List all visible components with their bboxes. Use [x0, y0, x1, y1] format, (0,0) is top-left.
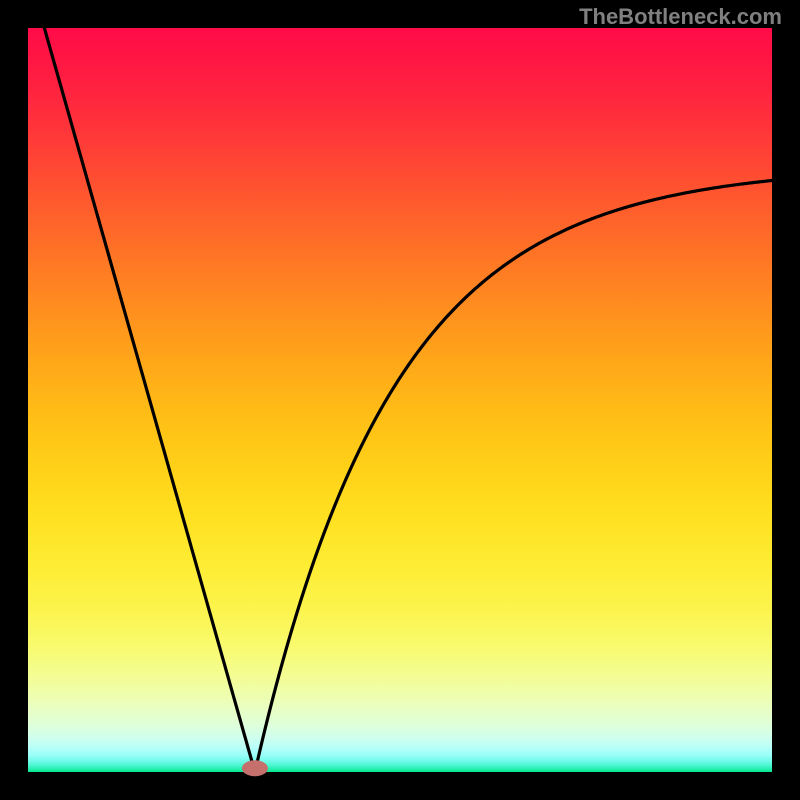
chart-container: TheBottleneck.com: [0, 0, 800, 800]
plot-background: [28, 28, 772, 772]
bottleneck-chart: [0, 0, 800, 800]
optimal-point-marker: [242, 760, 268, 776]
watermark-label: TheBottleneck.com: [579, 4, 782, 30]
